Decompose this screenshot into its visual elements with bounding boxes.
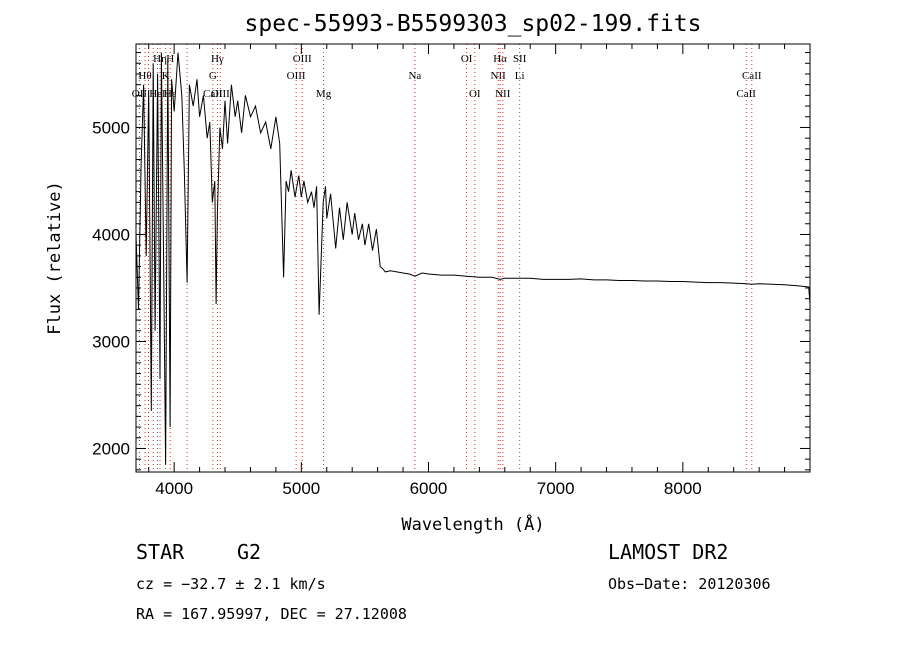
axis-ticks: 4000 5000 6000 7000 8000 2000 3000 4000 5000 xyxy=(92,44,811,498)
x-tick-label: 6000 xyxy=(410,479,448,498)
line-label: K xyxy=(162,70,170,82)
observation-date: Obs−Date: 20120306 xyxy=(608,575,771,593)
line-label: Li xyxy=(515,70,525,82)
sky-coordinates: RA = 167.95997, DEC = 27.12008 xyxy=(136,605,407,623)
line-label: CaII xyxy=(203,88,223,100)
survey-name: LAMOST DR2 xyxy=(608,540,728,564)
redshift-velocity: cz = −32.7 ± 2.1 km/s xyxy=(136,575,326,593)
line-label: OIII xyxy=(287,70,306,82)
line-label: Na xyxy=(408,70,421,82)
plot-frame xyxy=(135,43,811,473)
line-label: Hη xyxy=(153,53,167,65)
x-tick-label: 7000 xyxy=(537,479,575,498)
line-label: SII xyxy=(513,53,527,65)
line-label: H xyxy=(166,53,174,65)
line-label: OIII xyxy=(211,88,230,100)
object-class: STAR xyxy=(136,540,185,564)
x-tick-label: 5000 xyxy=(282,479,320,498)
line-label: Hθ xyxy=(138,70,151,82)
y-tick-label: 3000 xyxy=(92,332,130,351)
line-label: OI xyxy=(461,53,473,65)
line-label: Hα xyxy=(493,53,507,65)
spectrum-series-line xyxy=(135,52,811,465)
object-subclass: G2 xyxy=(237,540,261,564)
line-label: G xyxy=(209,70,217,82)
line-label: CaII xyxy=(742,70,762,82)
chart-title: spec-55993-B5599303_sp02-199.fits xyxy=(245,11,702,37)
line-label: OI xyxy=(469,88,481,100)
line-label: CaII xyxy=(736,88,756,100)
line-label: NII xyxy=(491,70,507,82)
y-tick-label: 2000 xyxy=(92,439,130,458)
emission-line-markers: OIIHθHeIHηKHHεGCaIIHγOIIIOIIIOIIIMgNaOIO… xyxy=(132,44,762,472)
line-label: Mg xyxy=(316,88,332,100)
x-tick-label: 8000 xyxy=(664,479,702,498)
line-label: OII xyxy=(132,88,148,100)
x-axis-label: Wavelength (Å) xyxy=(401,513,544,535)
y-tick-label: 4000 xyxy=(92,225,130,244)
y-tick-label: 5000 xyxy=(92,118,130,137)
y-axis-label: Flux (relative) xyxy=(45,181,65,335)
line-label: Hγ xyxy=(211,53,224,65)
x-tick-label: 4000 xyxy=(155,479,193,498)
line-label: OIII xyxy=(293,53,312,65)
line-label: NII xyxy=(495,88,511,100)
